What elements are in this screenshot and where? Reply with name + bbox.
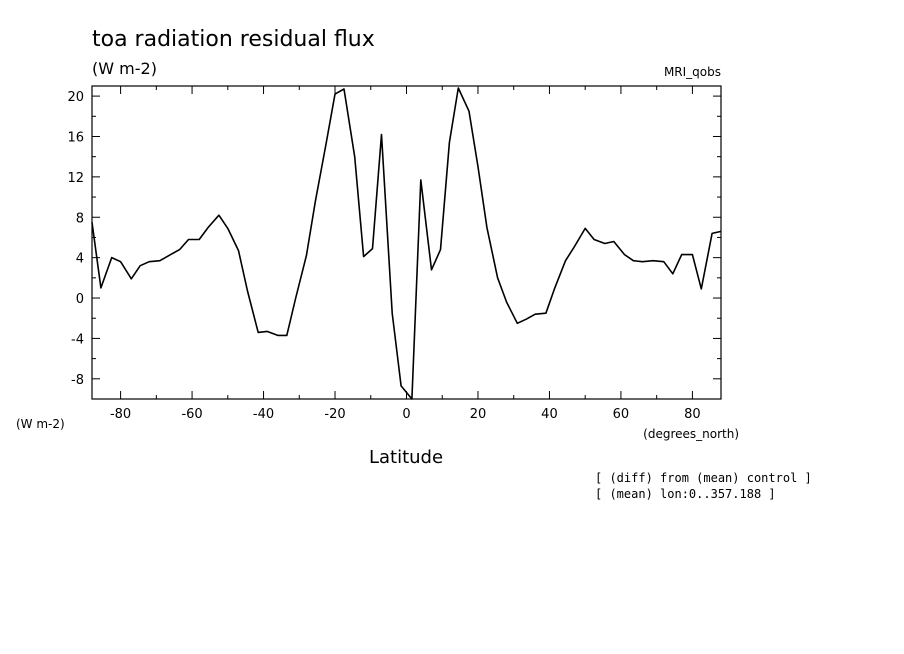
x-axis-title: Latitude [369,447,443,468]
x-tick-label: 60 [613,407,630,422]
x-tick-label: 0 [402,407,410,422]
y-tick-label: 4 [76,252,84,267]
x-tick-label: -60 [181,407,202,422]
units-label: (W m-2) [92,59,157,78]
x-axis: -80 -60 -40 -20 0 20 40 60 80 [110,86,701,422]
note-diff: [ (diff) from (mean) control ] [595,471,812,485]
series-line [91,87,722,400]
y-tick-label: 16 [67,130,84,145]
y-tick-label: -8 [71,373,84,388]
dataset-label: MRI_qobs [664,65,721,79]
y-tick-label: -4 [71,332,84,347]
x-tick-label: 40 [541,407,558,422]
x-tick-label: 80 [684,407,701,422]
x-units-label: (degrees_north) [643,427,739,441]
chart-title: toa radiation residual flux [92,27,375,52]
y-tick-label: 12 [67,171,84,186]
y-tick-label: 0 [76,292,84,307]
x-tick-label: -20 [324,407,345,422]
y-tick-label: 20 [67,90,84,105]
x-tick-label: -80 [110,407,131,422]
y-axis: -8 -4 0 4 8 12 16 20 [67,90,721,400]
y-tick-label: 8 [76,211,84,226]
x-tick-label: 20 [470,407,487,422]
y-units-label: (W m-2) [16,417,65,431]
x-tick-label: -40 [253,407,274,422]
note-mean: [ (mean) lon:0..357.188 ] [595,487,776,501]
